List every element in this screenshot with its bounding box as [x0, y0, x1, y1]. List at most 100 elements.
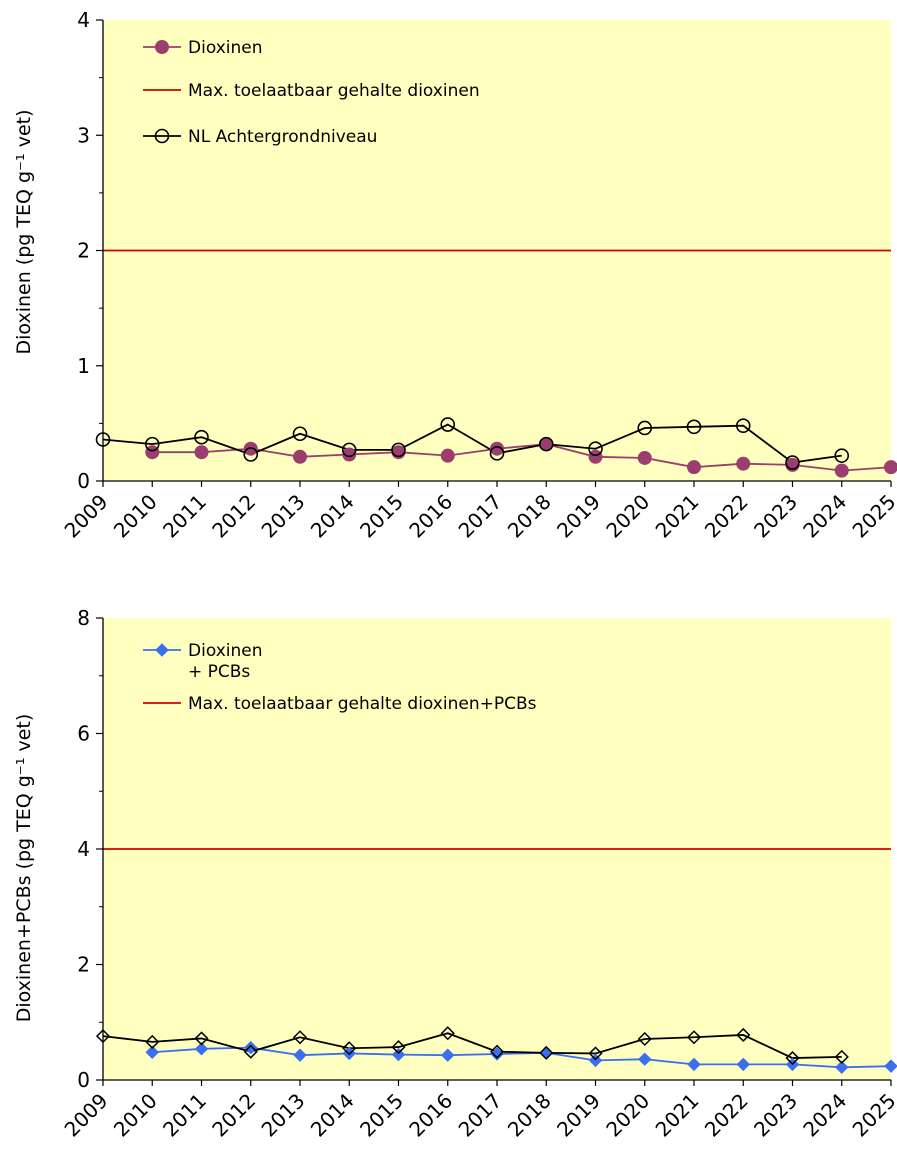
x-tick-label: 2022	[700, 490, 753, 543]
chart-panel-1: 0123420092010201120122013201420152016201…	[13, 8, 897, 543]
x-tick-label: 2018	[503, 1089, 556, 1142]
data-point-series-2	[391, 1040, 406, 1055]
data-point-series-1	[145, 1045, 159, 1059]
data-point-series-2	[243, 1044, 258, 1059]
series-line-2	[102, 423, 842, 464]
y-tick-label: 0	[77, 1068, 90, 1092]
chart-panel-2: 0246820092010201120122013201420152016201…	[13, 606, 897, 1142]
data-point-series-2	[144, 436, 160, 452]
data-point-series-1	[391, 1047, 406, 1062]
data-point-series-2	[292, 426, 308, 442]
y-tick-label: 1	[77, 354, 90, 378]
legend-label: NL Achtergrondniveau	[188, 127, 377, 147]
data-point-series-2	[440, 417, 456, 432]
data-point-series-1	[834, 463, 849, 478]
data-point-series-2	[194, 429, 209, 445]
x-tick-label: 2013	[257, 1089, 310, 1142]
data-point-series-1	[293, 449, 307, 464]
data-point-series-1	[194, 445, 209, 460]
data-point-series-1	[637, 450, 652, 465]
y-tick-label: 3	[77, 123, 90, 147]
x-tick-label: 2022	[700, 1089, 753, 1142]
data-point-series-2	[785, 1050, 800, 1066]
data-point-series-1	[342, 447, 357, 462]
data-point-series-2	[342, 1041, 357, 1056]
x-tick-label: 2024	[798, 490, 851, 543]
x-tick-label: 2010	[109, 1089, 162, 1142]
x-tick-label: 2017	[454, 490, 507, 543]
legend-label-line2: + PCBs	[188, 662, 250, 682]
data-point-series-2	[785, 455, 800, 470]
legend-marker	[154, 128, 170, 144]
data-point-series-1	[835, 1060, 849, 1075]
data-point-series-2	[145, 1034, 160, 1049]
data-point-series-1	[441, 1048, 455, 1062]
data-point-series-2	[834, 448, 850, 463]
data-point-series-1	[687, 1057, 701, 1072]
series-line-1	[152, 1046, 892, 1069]
y-axis-title: Dioxinen+PCBs (pg TEQ g⁻¹ vet)	[13, 714, 35, 1023]
legend-label: Max. toelaatbaar gehalte dioxinen+PCBs	[188, 694, 537, 714]
x-tick-label: 2018	[503, 490, 556, 543]
data-point-series-2	[292, 1030, 308, 1045]
data-point-series-2	[243, 447, 259, 462]
x-tick-label: 2023	[749, 1089, 802, 1142]
x-tick-label: 2009	[60, 490, 113, 543]
series-line-2	[102, 1032, 842, 1059]
y-tick-label: 2	[77, 239, 90, 263]
y-tick-label: 8	[77, 606, 90, 630]
legend-label: Dioxinen	[188, 38, 262, 58]
data-point-series-2	[588, 441, 603, 457]
x-tick-label: 2016	[404, 1089, 457, 1142]
legend-label: Max. toelaatbaar gehalte dioxinen	[188, 81, 480, 101]
data-point-series-2	[539, 1045, 554, 1060]
x-tick-label: 2014	[306, 490, 359, 543]
data-point-series-2	[686, 1030, 702, 1045]
x-tick-label: 2025	[848, 490, 897, 543]
data-point-series-2	[194, 1031, 209, 1046]
data-point-series-1	[884, 460, 897, 475]
x-tick-label: 2017	[454, 1089, 507, 1142]
y-axis-title: Dioxinen (pg TEQ g⁻¹ vet)	[13, 109, 35, 354]
x-tick-label: 2013	[257, 490, 310, 543]
data-point-series-2	[637, 1031, 652, 1047]
data-point-series-1	[194, 1042, 209, 1056]
y-tick-label: 6	[77, 722, 90, 746]
x-tick-label: 2009	[60, 1089, 113, 1142]
data-point-series-1	[687, 460, 701, 475]
data-point-series-2	[637, 420, 653, 436]
data-point-series-2	[735, 418, 751, 433]
data-point-series-2	[341, 442, 357, 458]
x-tick-label: 2012	[207, 490, 260, 543]
data-point-series-2	[538, 436, 554, 452]
data-point-series-2	[391, 442, 406, 458]
data-point-series-1	[490, 441, 504, 456]
data-point-series-1	[736, 1057, 750, 1072]
data-point-series-1	[293, 1048, 307, 1062]
legend-label: Dioxinen	[188, 641, 262, 661]
data-point-series-1	[638, 1052, 652, 1066]
x-tick-label: 2020	[601, 1089, 654, 1142]
data-point-series-1	[490, 1047, 504, 1061]
x-tick-label: 2025	[848, 1089, 897, 1142]
x-tick-label: 2020	[601, 490, 654, 543]
x-tick-label: 2015	[355, 490, 408, 543]
legend-marker	[155, 643, 169, 657]
x-tick-label: 2011	[158, 490, 211, 543]
x-tick-label: 2015	[355, 1089, 408, 1142]
data-point-series-2	[489, 1044, 505, 1059]
x-tick-label: 2021	[651, 1089, 704, 1142]
data-point-series-2	[440, 1026, 455, 1041]
data-point-series-2	[489, 446, 505, 461]
y-tick-label: 2	[77, 953, 90, 977]
data-point-series-2	[686, 419, 702, 435]
x-tick-label: 2019	[552, 490, 605, 543]
y-tick-label: 0	[77, 469, 90, 493]
x-tick-label: 2010	[109, 490, 162, 543]
x-tick-label: 2011	[158, 1089, 211, 1142]
data-point-series-1	[440, 448, 455, 463]
x-tick-label: 2019	[552, 1089, 605, 1142]
x-tick-label: 2023	[749, 490, 802, 543]
data-point-series-1	[736, 456, 751, 471]
